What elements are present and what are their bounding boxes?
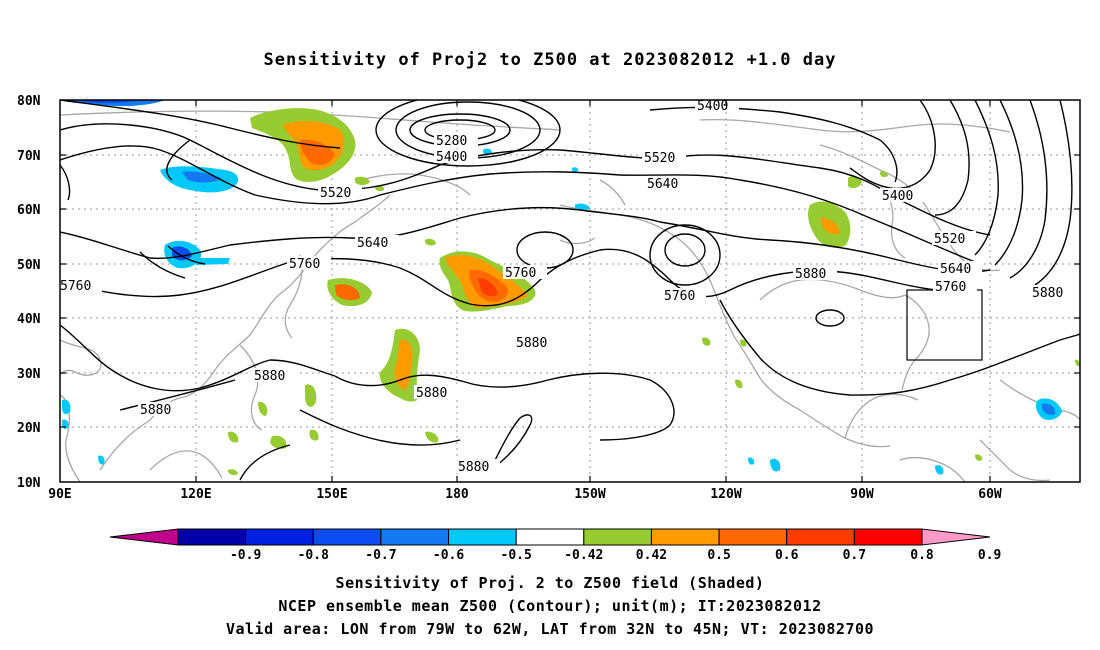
contour-label: 5640 [357, 236, 388, 251]
axis-ticks [60, 100, 1080, 482]
contour-label: 5760 [935, 280, 966, 295]
contour-label: 5880 [516, 336, 547, 351]
contour-label: 5760 [664, 289, 695, 304]
contour-label: 5520 [934, 232, 965, 247]
contour-label: 5640 [940, 262, 971, 277]
lon-label: 180 [445, 487, 469, 502]
colorbar-swatch [312, 528, 382, 546]
longitude-labels: 90E 120E 150E 180 150W 120W 90W 60W [48, 487, 1002, 502]
colorbar-tick-label: 0.42 [636, 548, 667, 563]
map-frame [59, 99, 1081, 483]
colorbar-tick-label: 0.7 [843, 548, 866, 563]
colorbar-tick-label: 0.5 [707, 548, 730, 563]
lat-label: 30N [17, 367, 41, 382]
lat-label: 10N [17, 476, 41, 491]
contour-label: 5880 [254, 369, 285, 384]
footer-line-3: Valid area: LON from 79W to 62W, LAT fro… [225, 620, 875, 638]
map-panel [60, 100, 1080, 482]
colorbar-swatch [853, 528, 923, 546]
colorbar-swatch [583, 528, 652, 546]
contour-label: 5400 [436, 150, 467, 165]
lat-label: 70N [17, 149, 41, 164]
colorbar [109, 528, 991, 546]
contour-label: 5880 [140, 403, 171, 418]
footer-line-1: Sensitivity of Proj. 2 to Z500 field (Sh… [335, 574, 765, 592]
contour-labels: 5400 5280 5400 5520 5520 5640 5640 5400 … [58, 98, 1074, 475]
lat-label: 80N [17, 94, 41, 109]
lat-label: 40N [17, 312, 41, 327]
contour-label: 5880 [458, 460, 489, 475]
lon-label: 150W [574, 487, 605, 502]
contour-label: 5760 [60, 279, 91, 294]
colorbar-extend-high [921, 528, 991, 546]
colorbar-tick-label: 0.9 [978, 548, 1001, 563]
sensitivity-shading [62, 100, 1080, 476]
colorbar-swatch [650, 528, 720, 546]
colorbar-swatch [245, 528, 314, 546]
contour-label: 5280 [436, 134, 467, 149]
footer-line-2: NCEP ensemble mean Z500 (Contour); unit(… [278, 597, 822, 615]
colorbar-tick-label: -0.42 [564, 548, 603, 563]
contour-label: 5400 [697, 99, 728, 114]
colorbar-swatch [380, 528, 450, 546]
colorbar-tick-label: -0.9 [230, 548, 261, 563]
colorbar-swatch [177, 528, 247, 546]
colorbar-tick-label: 0.6 [775, 548, 799, 563]
colorbar-swatch [515, 528, 585, 546]
colorbar-tick-label: -0.8 [298, 548, 329, 563]
colorbar-swatch [718, 528, 788, 546]
lon-label: 120E [180, 487, 211, 502]
lat-label: 60N [17, 203, 41, 218]
z500-contours [60, 100, 1080, 481]
contour-label: 5760 [505, 266, 536, 281]
lon-label: 90W [850, 487, 874, 502]
lon-label: 60W [978, 487, 1002, 502]
colorbar-extend-low [109, 528, 179, 546]
lat-label: 20N [17, 421, 41, 436]
colorbar-tick-label: -0.7 [365, 548, 396, 563]
contour-label: 5520 [320, 186, 351, 201]
contour-label: 5640 [647, 177, 678, 192]
map-title: Sensitivity of Proj2 to Z500 at 20230820… [263, 50, 837, 70]
colorbar-tick-label: -0.6 [433, 548, 464, 563]
contour-label: 5760 [289, 257, 320, 272]
contour-label: 5880 [795, 267, 826, 282]
lon-label: 90E [48, 487, 71, 502]
contour-label: 5520 [644, 151, 675, 166]
lon-label: 120W [710, 487, 741, 502]
lon-label: 150E [316, 487, 347, 502]
latitude-labels: 80N 70N 60N 50N 40N 30N 20N 10N [17, 94, 41, 491]
contour-label: 5880 [1032, 286, 1063, 301]
colorbar-tick-label: -0.5 [501, 548, 532, 563]
colorbar-swatch [448, 528, 517, 546]
contour-label: 5400 [882, 189, 913, 204]
colorbar-labels: -0.9 -0.8 -0.7 -0.6 -0.5 -0.42 0.42 0.5 0.6 0.7 0.… [230, 548, 1001, 563]
colorbar-tick-label: 0.8 [910, 548, 934, 563]
colorbar-swatch [786, 528, 855, 546]
contour-label: 5880 [416, 386, 447, 401]
lat-label: 50N [17, 258, 41, 273]
